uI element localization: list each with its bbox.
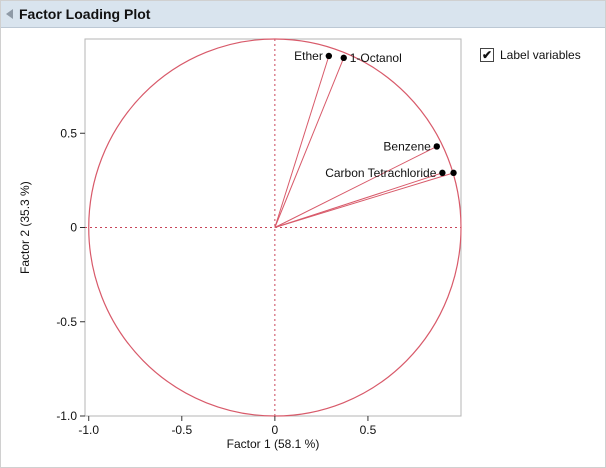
x-tick-label: 0: [272, 423, 279, 437]
y-axis-label: Factor 2 (35.3 %): [18, 181, 32, 274]
x-tick-label: 0.5: [360, 423, 377, 437]
loading-point[interactable]: [439, 169, 446, 177]
checkbox-checked-icon[interactable]: ✔: [480, 48, 494, 62]
panel-title: Factor Loading Plot: [19, 6, 151, 22]
loading-ray: [274, 172, 443, 228]
loading-point[interactable]: [325, 52, 333, 60]
disclosure-triangle-icon[interactable]: [6, 9, 13, 19]
y-tick-label: -1.0: [56, 409, 77, 423]
loading-ray: [274, 55, 330, 228]
loading-point[interactable]: [433, 143, 441, 150]
x-axis-label: Factor 1 (58.1 %): [226, 437, 320, 451]
loading-ray: [274, 145, 438, 228]
loading-point[interactable]: [340, 54, 347, 62]
x-tick-label: -0.5: [171, 423, 192, 437]
x-tick-label: -1.0: [78, 423, 99, 437]
loading-ray: [274, 57, 345, 228]
loading-point[interactable]: [450, 169, 457, 177]
y-tick-label: 0.5: [60, 126, 77, 140]
loading-ray: [274, 172, 454, 228]
point-label: Ether: [294, 49, 323, 63]
label-variables-control[interactable]: ✔ Label variables: [480, 48, 581, 62]
point-label: 1-Octanol: [350, 51, 402, 65]
point-label: Benzene: [383, 139, 431, 153]
checkbox-label: Label variables: [500, 48, 581, 62]
y-tick-label: 0: [70, 221, 77, 235]
y-tick-label: -0.5: [56, 315, 77, 329]
point-label: Carbon Tetrachloride: [325, 166, 437, 180]
panel-header[interactable]: Factor Loading Plot: [1, 1, 605, 28]
